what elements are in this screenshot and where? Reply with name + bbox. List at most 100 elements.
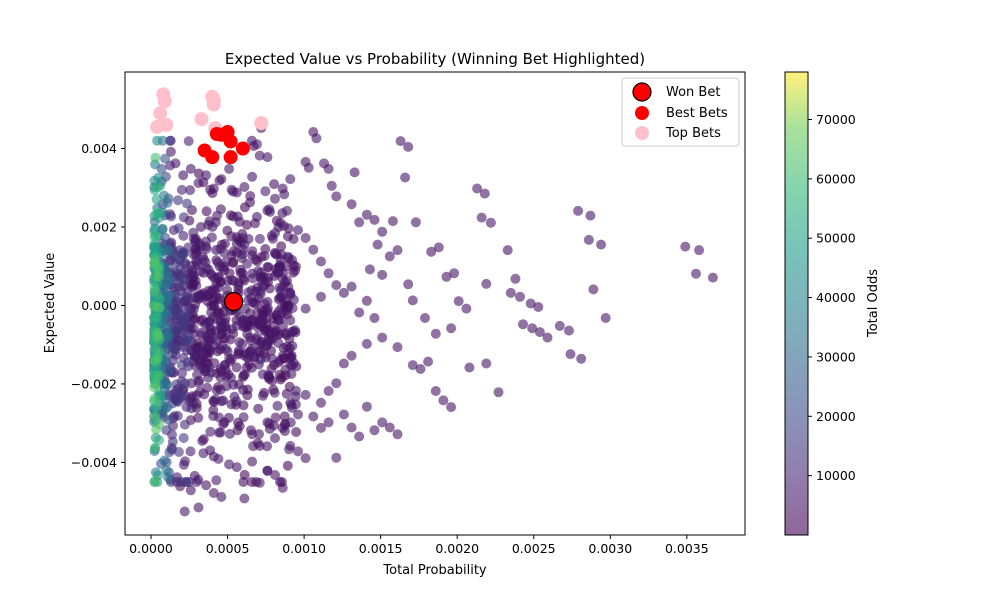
data-point (247, 456, 258, 467)
data-point (290, 265, 301, 276)
data-point (272, 400, 283, 411)
data-point (392, 429, 403, 440)
data-point (277, 482, 288, 493)
data-point (554, 320, 565, 331)
data-point (160, 153, 171, 164)
won-bet-point (224, 291, 244, 312)
data-point (217, 333, 228, 344)
data-point (150, 355, 161, 366)
data-point (179, 506, 190, 517)
data-point (162, 270, 173, 281)
data-point (377, 332, 388, 343)
colorbar: 10000 20000 30000 40000 50000 60000 70000 Tota… (784, 71, 881, 536)
data-point (392, 245, 403, 256)
data-point (163, 414, 174, 425)
data-point (238, 233, 248, 244)
data-point (213, 453, 224, 464)
data-point (185, 163, 196, 174)
data-point (226, 372, 236, 383)
data-point (281, 388, 292, 399)
data-point (331, 191, 342, 202)
data-point (369, 313, 380, 323)
data-point (153, 370, 164, 381)
data-point (251, 334, 262, 345)
data-point (331, 452, 342, 463)
data-point (426, 246, 437, 257)
data-point (161, 465, 172, 476)
data-point (377, 269, 388, 280)
data-point (229, 391, 240, 402)
data-point (185, 485, 196, 496)
data-point (262, 296, 273, 307)
data-point (149, 393, 160, 404)
data-point (533, 302, 544, 312)
data-point (255, 286, 266, 297)
data-point (257, 369, 268, 380)
data-point (285, 174, 296, 185)
data-point (206, 300, 217, 311)
data-point (162, 402, 173, 413)
data-point (178, 433, 189, 443)
data-point (234, 421, 245, 431)
data-point (191, 390, 202, 401)
data-point (260, 186, 271, 197)
top-bet-point (254, 116, 269, 131)
data-point (190, 235, 201, 246)
data-point (235, 311, 246, 322)
data-point (502, 245, 513, 256)
x-tick-label: 0.0020 (435, 541, 479, 556)
data-point (446, 402, 457, 413)
data-point (267, 353, 278, 364)
data-point (384, 422, 395, 433)
data-point (183, 331, 194, 342)
x-tick-label: 0.0015 (359, 541, 403, 556)
data-point (285, 287, 296, 298)
data-point (203, 264, 214, 275)
data-point (262, 465, 273, 476)
data-point (269, 179, 280, 190)
data-point (534, 327, 545, 338)
x-tick-label: 0.0005 (206, 541, 250, 556)
data-point (338, 287, 349, 298)
legend-box (621, 77, 740, 147)
data-point (151, 312, 162, 323)
data-point (285, 315, 296, 326)
data-point (205, 426, 216, 437)
x-tick-label: 0.0010 (282, 541, 326, 556)
x-tick-label: 0.0025 (512, 541, 556, 556)
data-point (239, 182, 250, 192)
y-axis-label: Expected Value (43, 253, 58, 353)
data-point (240, 303, 251, 314)
data-point (323, 386, 334, 396)
data-point (208, 312, 219, 322)
data-point (308, 244, 319, 255)
data-point (193, 502, 204, 513)
data-point (354, 307, 365, 318)
data-point (164, 447, 175, 458)
data-point (300, 233, 311, 243)
data-point (171, 379, 182, 390)
data-point (253, 266, 264, 276)
data-point (224, 163, 235, 174)
colorbar-tick-label: 20000 (816, 409, 856, 424)
data-point (270, 412, 281, 423)
data-point (216, 396, 227, 407)
data-point (181, 345, 192, 356)
data-point (215, 427, 226, 438)
data-point (372, 239, 383, 250)
data-point (287, 340, 298, 351)
data-point (210, 217, 221, 228)
data-point (226, 184, 237, 195)
top-bet-point (157, 94, 172, 109)
data-point (201, 170, 212, 181)
data-point (149, 239, 160, 250)
data-point (174, 276, 184, 287)
best-bet-point (223, 150, 238, 165)
data-point (191, 256, 202, 266)
data-point (316, 256, 326, 267)
legend-label-won-bet: Won Bet (666, 85, 720, 100)
data-point (300, 303, 311, 314)
data-point (214, 175, 225, 186)
data-point (236, 253, 247, 264)
data-point (191, 477, 202, 487)
